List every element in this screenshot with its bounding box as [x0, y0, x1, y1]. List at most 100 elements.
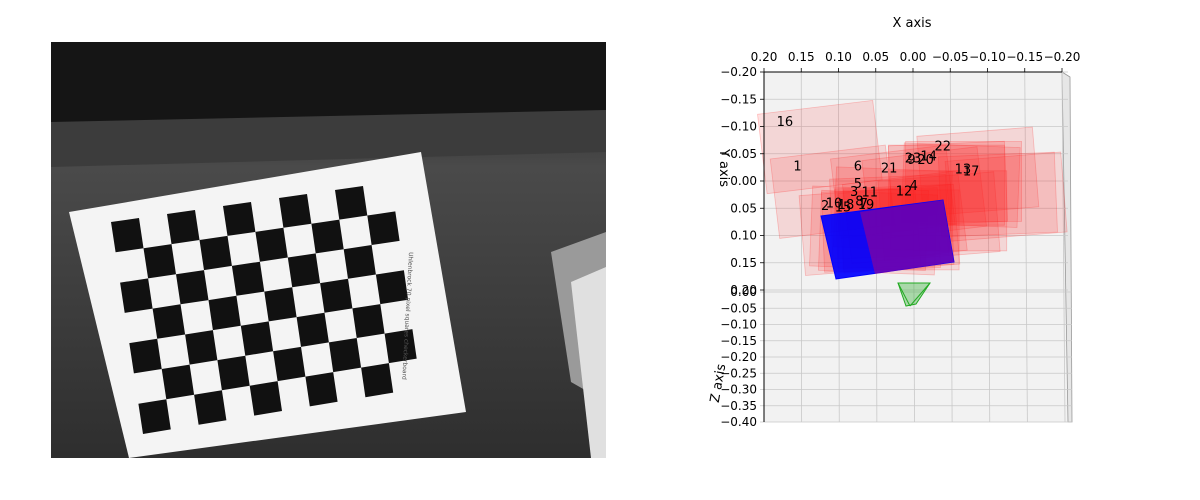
- checker-square: [343, 245, 376, 279]
- z-axis-label: Z axis: [708, 363, 730, 404]
- board-label: 16: [777, 115, 794, 130]
- y-tick-label: −0.05: [720, 147, 757, 161]
- board-label: 22: [935, 140, 952, 155]
- checker-square: [217, 355, 250, 391]
- board-label: 4: [910, 179, 918, 194]
- pose-plot: 1 2 3 4 5 6 7 8 9 10 11 12 13 14 15 16 17 18 19 20 21 22 23 0.…: [700, 0, 1120, 480]
- checkerboard-photo: Uhlenbrock 70 pixel squares checkerboard: [51, 42, 606, 458]
- x-tick-label: 0.05: [862, 50, 889, 64]
- board-label: 19: [858, 198, 875, 213]
- checker-square: [161, 364, 195, 400]
- checker-square: [311, 219, 344, 254]
- checker-square: [335, 186, 368, 220]
- z-tick-label: −0.15: [720, 334, 757, 348]
- checker-square: [264, 287, 297, 322]
- checker-square: [199, 235, 232, 271]
- checker-square: [361, 363, 394, 398]
- checker-square: [176, 270, 209, 305]
- camera-edge: [909, 282, 931, 307]
- z-tick-label: −0.30: [720, 383, 757, 397]
- board-label: 20: [917, 153, 934, 168]
- current-board-overlap: [860, 200, 954, 274]
- monitor-top: [51, 42, 606, 122]
- checker-square: [296, 312, 329, 347]
- checker-square: [129, 338, 162, 374]
- y-tick-label: 0.05: [730, 201, 757, 215]
- y-tick-label: 0.15: [730, 256, 757, 270]
- checker-square: [367, 211, 400, 245]
- z-tick-label: 0.00: [730, 285, 757, 299]
- board-label: 17: [963, 165, 980, 180]
- checker-square: [143, 244, 176, 279]
- checker-square: [255, 227, 288, 262]
- y-tick-label: 0.20: [730, 283, 757, 297]
- board-label: 7: [860, 197, 868, 212]
- x-tick-label: 0.00: [900, 50, 927, 64]
- y-tick-label: −0.10: [720, 120, 757, 134]
- z-tick-label: −0.25: [720, 366, 757, 380]
- board-label: 18: [838, 198, 855, 213]
- axis-ticks: 0.20 0.15 0.10 0.05 0.00 −0.05 −0.10 −0.15 −0.20…: [720, 50, 1080, 429]
- x-tick-label: −0.15: [1006, 50, 1043, 64]
- board-label: 13: [955, 162, 972, 177]
- checker-square: [305, 372, 338, 407]
- y-axis-label: Y axis: [716, 148, 731, 187]
- checker-square: [138, 399, 171, 434]
- checker-square: [167, 210, 200, 245]
- x-grid-line: [1061, 71, 1066, 423]
- z-tick-label: −0.20: [720, 350, 757, 364]
- x-tick-label: −0.20: [1044, 50, 1081, 64]
- x-grid-line: [987, 71, 991, 423]
- x-tick-label: 0.10: [825, 50, 852, 64]
- board-poses: [757, 99, 1068, 280]
- checker-square: [240, 321, 274, 356]
- board-label: 10: [826, 196, 843, 211]
- camera-frustum: [897, 282, 931, 307]
- checker-square: [223, 202, 256, 236]
- z-tick-label: −0.40: [720, 415, 757, 429]
- board-label: 2: [821, 199, 829, 214]
- checker-square: [249, 381, 282, 416]
- board-pose: [916, 126, 1040, 217]
- checker-square: [352, 304, 385, 338]
- checker-square: [120, 278, 153, 313]
- board-label: 11: [862, 185, 879, 200]
- board-label: 8: [855, 195, 863, 210]
- checker-square: [152, 304, 186, 339]
- checker-square: [328, 338, 362, 373]
- z-tick-label: −0.05: [720, 301, 757, 315]
- board-label: 15: [835, 201, 852, 216]
- x-tick-label: 0.20: [751, 50, 778, 64]
- camera-edge: [897, 282, 911, 307]
- board-label: 23: [905, 152, 922, 167]
- board-label: 5: [854, 177, 862, 192]
- z-tick-label: −0.10: [720, 318, 757, 332]
- camera-body: [897, 282, 931, 307]
- y-tick-label: −0.15: [720, 92, 757, 106]
- checker-square: [185, 330, 218, 365]
- right-paper: [571, 267, 606, 458]
- current-board: [820, 199, 955, 280]
- monitor-edge: [51, 110, 606, 167]
- x-tick-label: −0.10: [969, 50, 1006, 64]
- board-pose: [944, 151, 1068, 242]
- checker-square: [208, 295, 241, 331]
- checker-square: [194, 390, 227, 425]
- checker-squares: [111, 186, 417, 434]
- checker-square: [320, 278, 353, 313]
- checker-square: [279, 194, 312, 228]
- z-tick-label: −0.35: [720, 399, 757, 413]
- y-tick-label: 0.10: [730, 229, 757, 243]
- board-label: 1: [793, 160, 801, 175]
- checker-square: [273, 346, 306, 382]
- checker-square: [384, 329, 417, 364]
- checkerboard-photo-image: Uhlenbrock 70 pixel squares checkerboard: [51, 42, 606, 458]
- x-axis-label: X axis: [892, 16, 931, 31]
- x-grid-line: [1024, 71, 1028, 423]
- board-label: 12: [896, 184, 913, 199]
- board-label: 21: [881, 161, 898, 176]
- y-tick-label: −0.20: [720, 65, 757, 79]
- x-tick-label: −0.05: [932, 50, 969, 64]
